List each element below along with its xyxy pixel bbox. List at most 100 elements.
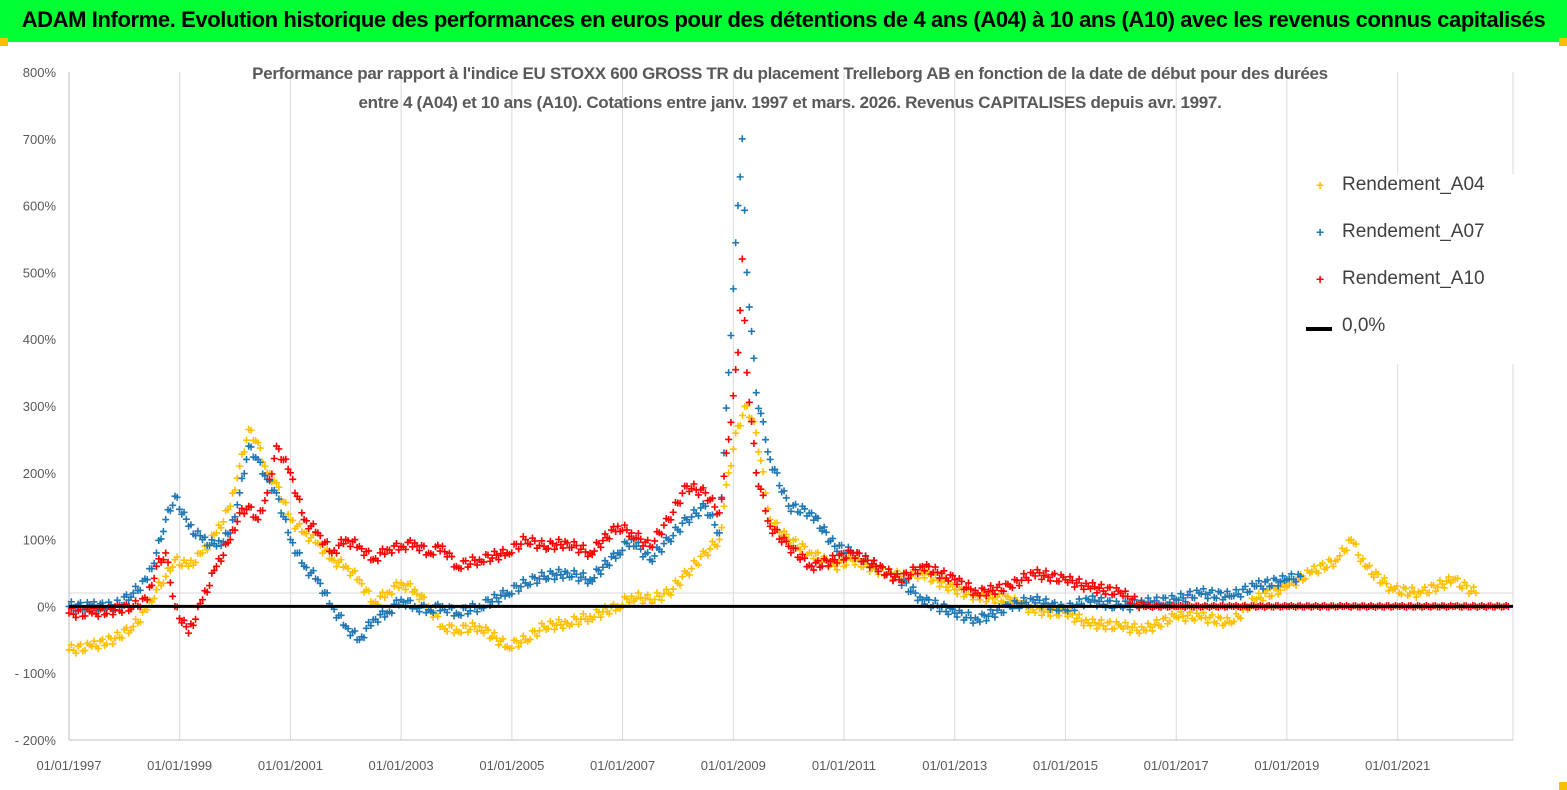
- point-rendement-a07: [544, 575, 552, 583]
- point-rendement-a10: [561, 537, 569, 545]
- x-tick-label: 01/01/1997: [36, 758, 101, 773]
- x-tick-label: 01/01/2007: [590, 758, 655, 773]
- point-rendement-a10: [180, 616, 188, 624]
- point-rendement-a04: [94, 644, 102, 652]
- point-rendement-a07: [916, 593, 924, 601]
- point-rendement-a10: [1137, 598, 1145, 606]
- point-rendement-a04: [457, 629, 465, 637]
- point-rendement-a10: [162, 549, 170, 557]
- axes: [68, 72, 1513, 741]
- point-rendement-a10: [678, 489, 686, 497]
- point-rendement-a04: [471, 622, 479, 630]
- point-rendement-a10: [1080, 585, 1088, 593]
- plus-marker-icon: +: [1316, 177, 1325, 193]
- point-rendement-a04: [1301, 575, 1309, 583]
- point-rendement-a10: [376, 549, 384, 557]
- point-rendement-a07: [217, 542, 225, 550]
- point-rendement-a07: [755, 404, 763, 412]
- point-rendement-a04: [344, 564, 352, 572]
- point-rendement-a04: [1378, 579, 1386, 587]
- point-rendement-a10: [252, 514, 260, 522]
- point-rendement-a10: [859, 557, 867, 565]
- point-rendement-a07: [1097, 594, 1105, 602]
- point-rendement-a10: [762, 507, 770, 515]
- point-rendement-a07: [965, 608, 973, 616]
- point-rendement-a04: [462, 622, 470, 630]
- point-rendement-a04: [851, 561, 859, 569]
- point-rendement-a04: [1106, 618, 1114, 626]
- point-rendement-a07: [1177, 590, 1185, 598]
- point-rendement-a10: [862, 552, 870, 560]
- y-tick-label: 800%: [23, 65, 57, 80]
- point-rendement-a10: [429, 551, 437, 559]
- point-rendement-a04: [715, 536, 723, 544]
- point-rendement-a07: [206, 541, 214, 549]
- point-rendement-a10: [1020, 570, 1028, 578]
- point-rendement-a04: [1274, 590, 1282, 598]
- point-rendement-a04: [466, 626, 474, 634]
- point-rendement-a04: [759, 468, 767, 476]
- point-rendement-a10: [792, 544, 800, 552]
- point-rendement-a10: [312, 528, 320, 536]
- point-rendement-a04: [240, 448, 248, 456]
- point-rendement-a10: [434, 541, 442, 549]
- point-rendement-a10: [595, 540, 603, 548]
- point-rendement-a10: [395, 546, 403, 554]
- point-rendement-a10: [351, 536, 359, 544]
- point-rendement-a10: [298, 509, 306, 517]
- point-rendement-a10: [1018, 576, 1026, 584]
- point-rendement-a07: [782, 494, 790, 502]
- point-rendement-a07: [764, 448, 772, 456]
- point-rendement-a10: [515, 545, 523, 553]
- point-rendement-a04: [669, 585, 677, 593]
- legend-item-a10: + Rendement_A10: [1290, 268, 1510, 294]
- point-rendement-a07: [175, 505, 183, 513]
- y-tick-label: 400%: [23, 332, 57, 347]
- point-rendement-a04: [632, 595, 640, 603]
- point-rendement-a07: [533, 579, 541, 587]
- point-rendement-a10: [495, 556, 503, 564]
- point-rendement-a10: [210, 566, 218, 574]
- point-rendement-a04: [722, 481, 730, 489]
- point-rendement-a04: [1255, 589, 1263, 597]
- point-rendement-a07: [662, 534, 670, 542]
- point-rendement-a07: [632, 542, 640, 550]
- point-rendement-a07: [159, 527, 167, 535]
- point-rendement-a04: [1387, 583, 1395, 591]
- point-rendement-a07: [224, 530, 232, 538]
- point-rendement-a04: [944, 586, 952, 594]
- point-rendement-a10: [275, 445, 283, 453]
- point-rendement-a10: [182, 623, 190, 631]
- point-rendement-a10: [544, 544, 552, 552]
- point-rendement-a10: [141, 594, 149, 602]
- point-rendement-a04: [1131, 620, 1139, 628]
- point-rendement-a04: [597, 613, 605, 621]
- point-rendement-a07: [141, 575, 149, 583]
- point-rendement-a04: [644, 591, 652, 599]
- point-rendement-a04: [1285, 581, 1293, 589]
- point-rendement-a10: [270, 455, 278, 463]
- point-rendement-a10: [822, 556, 830, 564]
- point-rendement-a10: [752, 469, 760, 477]
- point-rendement-a10: [1000, 587, 1008, 595]
- point-rendement-a10: [887, 570, 895, 578]
- point-rendement-a04: [388, 590, 396, 598]
- y-tick-label: 300%: [23, 399, 57, 414]
- point-rendement-a07: [1248, 580, 1256, 588]
- point-rendement-a07: [208, 536, 216, 544]
- point-rendement-a04: [448, 622, 456, 630]
- point-rendement-a10: [987, 582, 995, 590]
- point-rendement-a07: [711, 521, 719, 529]
- point-rendement-a10: [639, 542, 647, 550]
- point-rendement-a07: [822, 528, 830, 536]
- point-rendement-a07: [741, 206, 749, 214]
- point-rendement-a04: [688, 565, 696, 573]
- point-rendement-a07: [568, 573, 576, 581]
- point-rendement-a10: [1071, 583, 1079, 591]
- point-rendement-a10: [764, 517, 772, 525]
- legend-label: 0,0%: [1342, 315, 1386, 336]
- point-rendement-a04: [1268, 592, 1276, 600]
- point-rendement-a04: [575, 620, 583, 628]
- point-rendement-a10: [388, 549, 396, 557]
- point-rendement-a04: [526, 635, 534, 643]
